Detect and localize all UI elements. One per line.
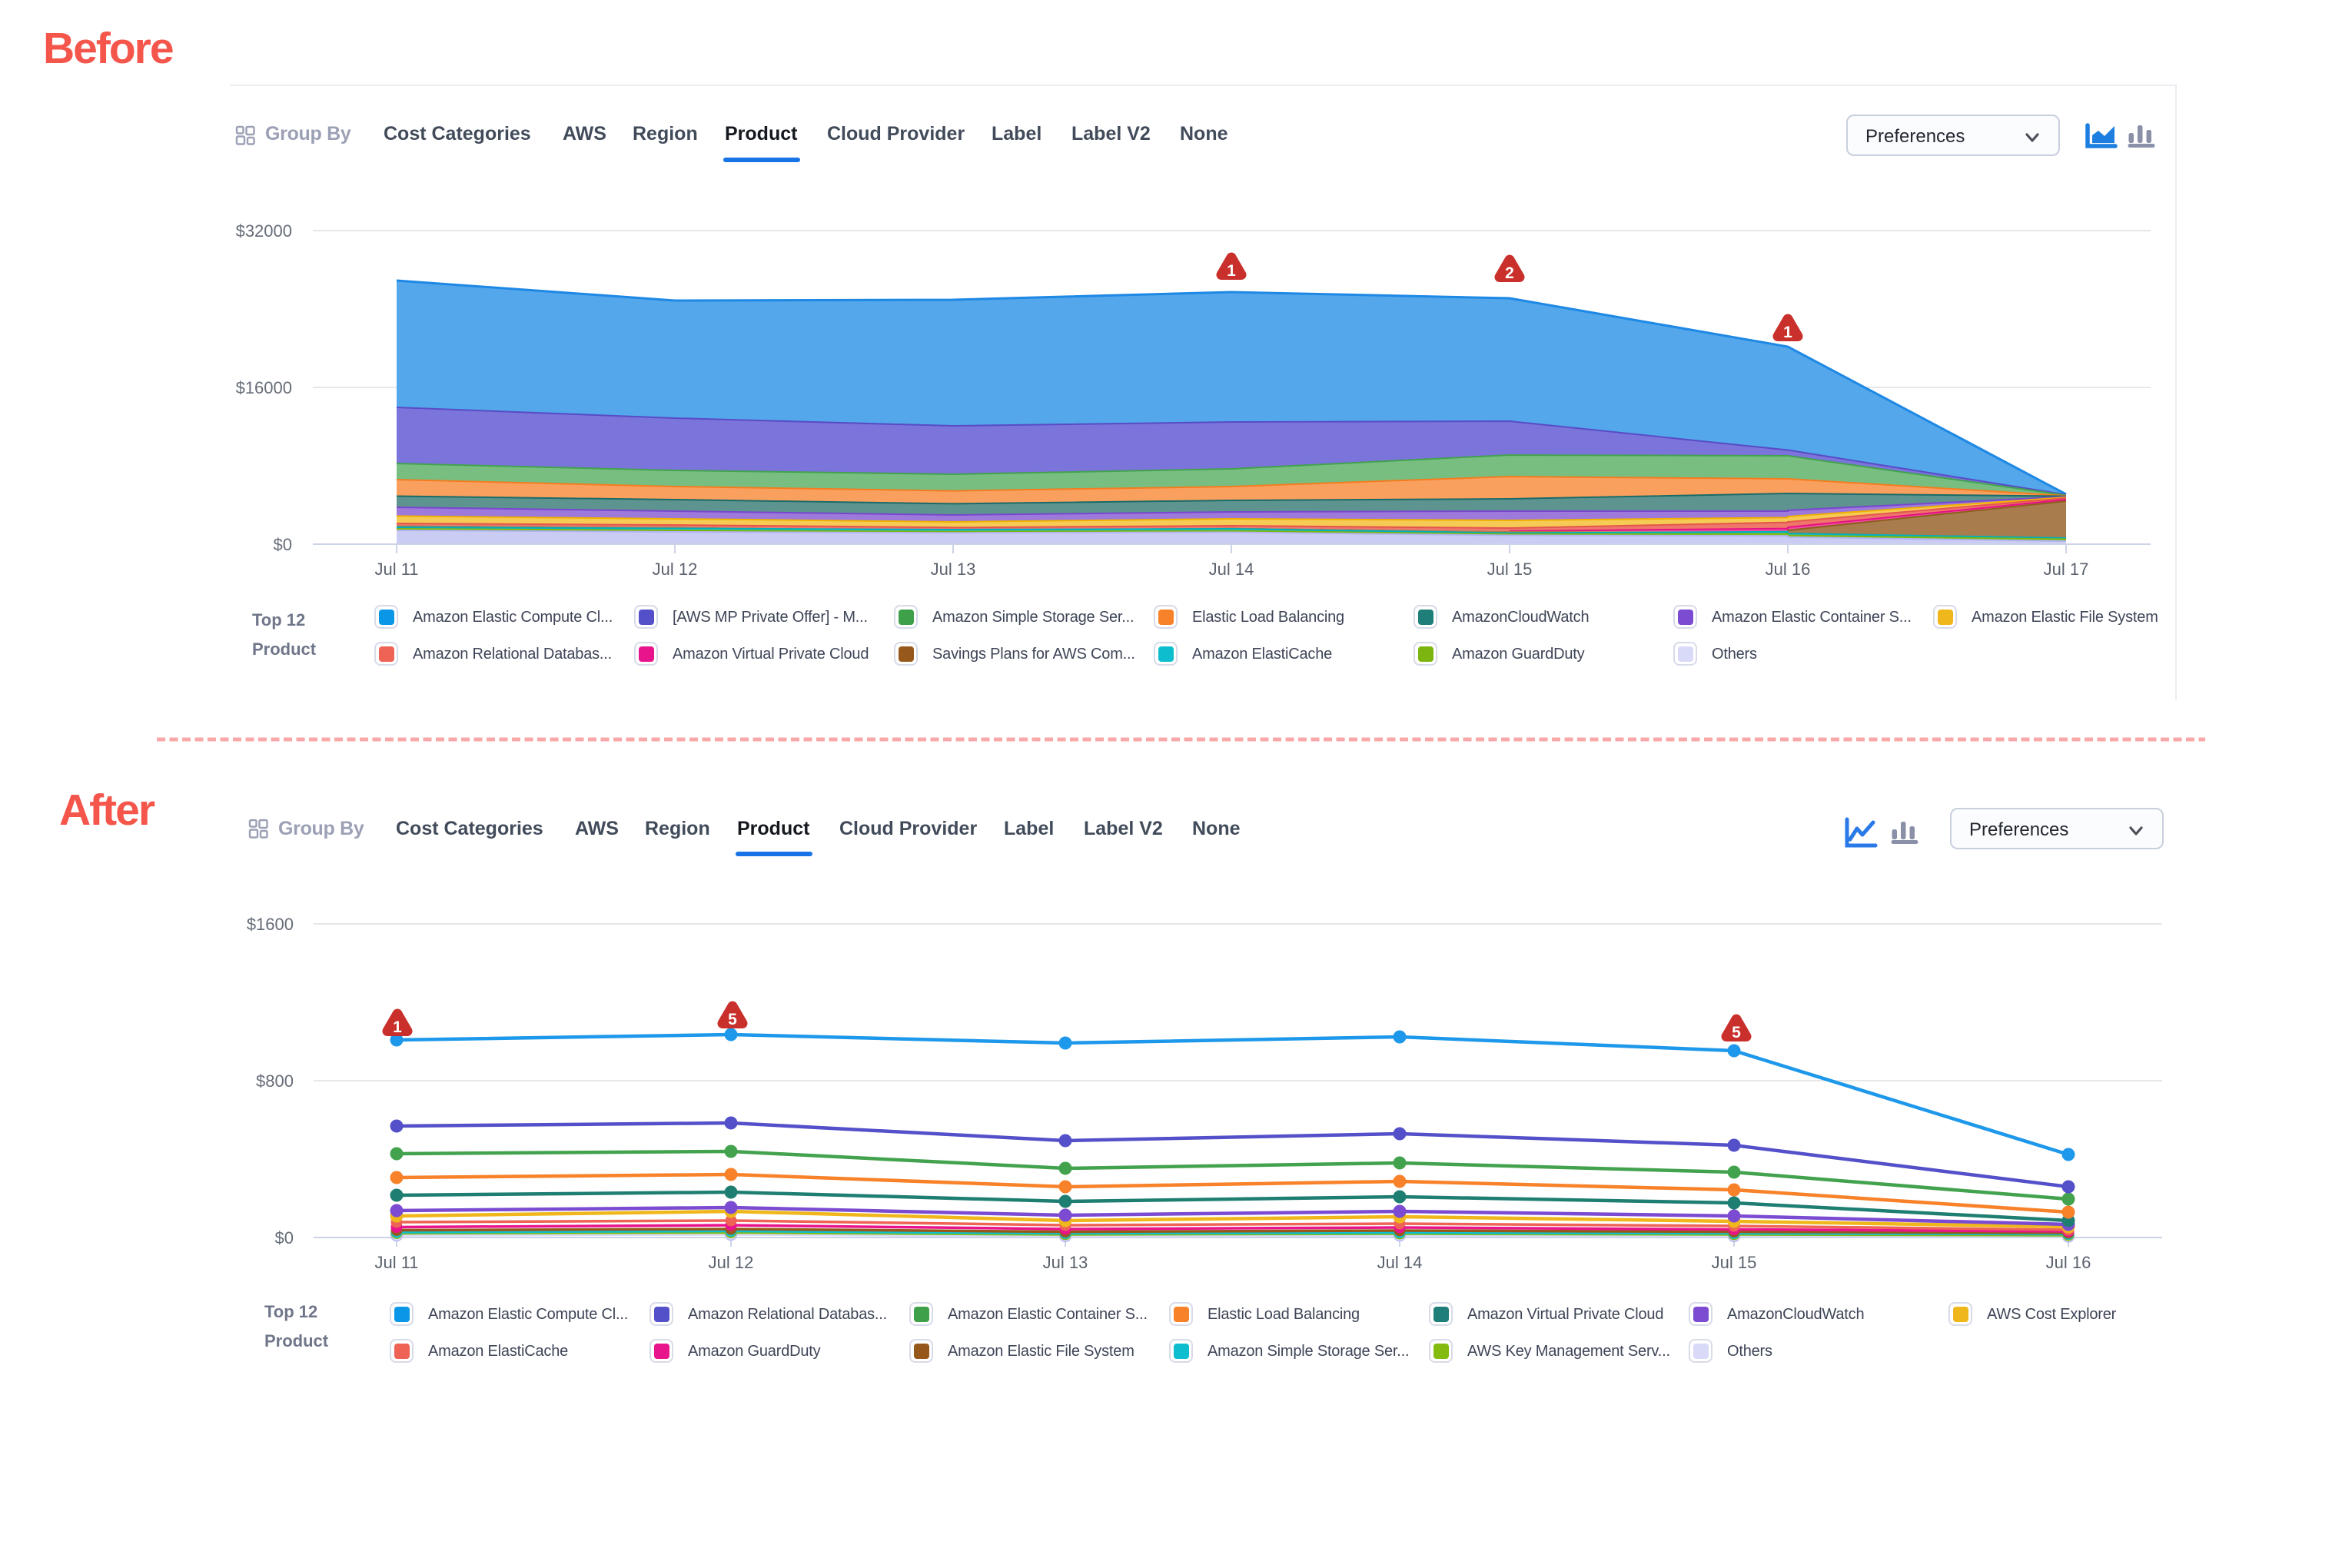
svg-text:Jul 15: Jul 15 [1487, 560, 1533, 579]
svg-text:Jul 11: Jul 11 [374, 560, 418, 579]
svg-text:Jul 16: Jul 16 [1766, 560, 1811, 579]
svg-text:$800: $800 [256, 1071, 294, 1091]
svg-text:1: 1 [1227, 262, 1236, 280]
svg-text:5: 5 [1732, 1024, 1741, 1041]
svg-text:Jul 12: Jul 12 [653, 560, 698, 579]
svg-text:$32000: $32000 [236, 221, 292, 241]
svg-text:Jul 12: Jul 12 [709, 1253, 754, 1272]
svg-text:Jul 13: Jul 13 [1043, 1253, 1088, 1272]
svg-text:Jul 14: Jul 14 [1377, 1253, 1423, 1272]
svg-text:5: 5 [728, 1011, 737, 1028]
svg-text:$0: $0 [275, 1228, 294, 1247]
svg-text:$1600: $1600 [247, 915, 294, 934]
svg-text:Jul 15: Jul 15 [1712, 1253, 1757, 1272]
svg-text:Jul 17: Jul 17 [2044, 560, 2089, 579]
svg-text:1: 1 [393, 1018, 402, 1036]
svg-text:$16000: $16000 [236, 378, 292, 397]
svg-text:Jul 14: Jul 14 [1209, 560, 1254, 579]
svg-text:2: 2 [1505, 264, 1514, 282]
svg-text:$0: $0 [274, 535, 292, 554]
svg-text:1: 1 [1783, 324, 1792, 341]
svg-text:Jul 13: Jul 13 [931, 560, 976, 579]
svg-text:Jul 16: Jul 16 [2046, 1253, 2091, 1272]
svg-text:Jul 11: Jul 11 [374, 1253, 418, 1272]
